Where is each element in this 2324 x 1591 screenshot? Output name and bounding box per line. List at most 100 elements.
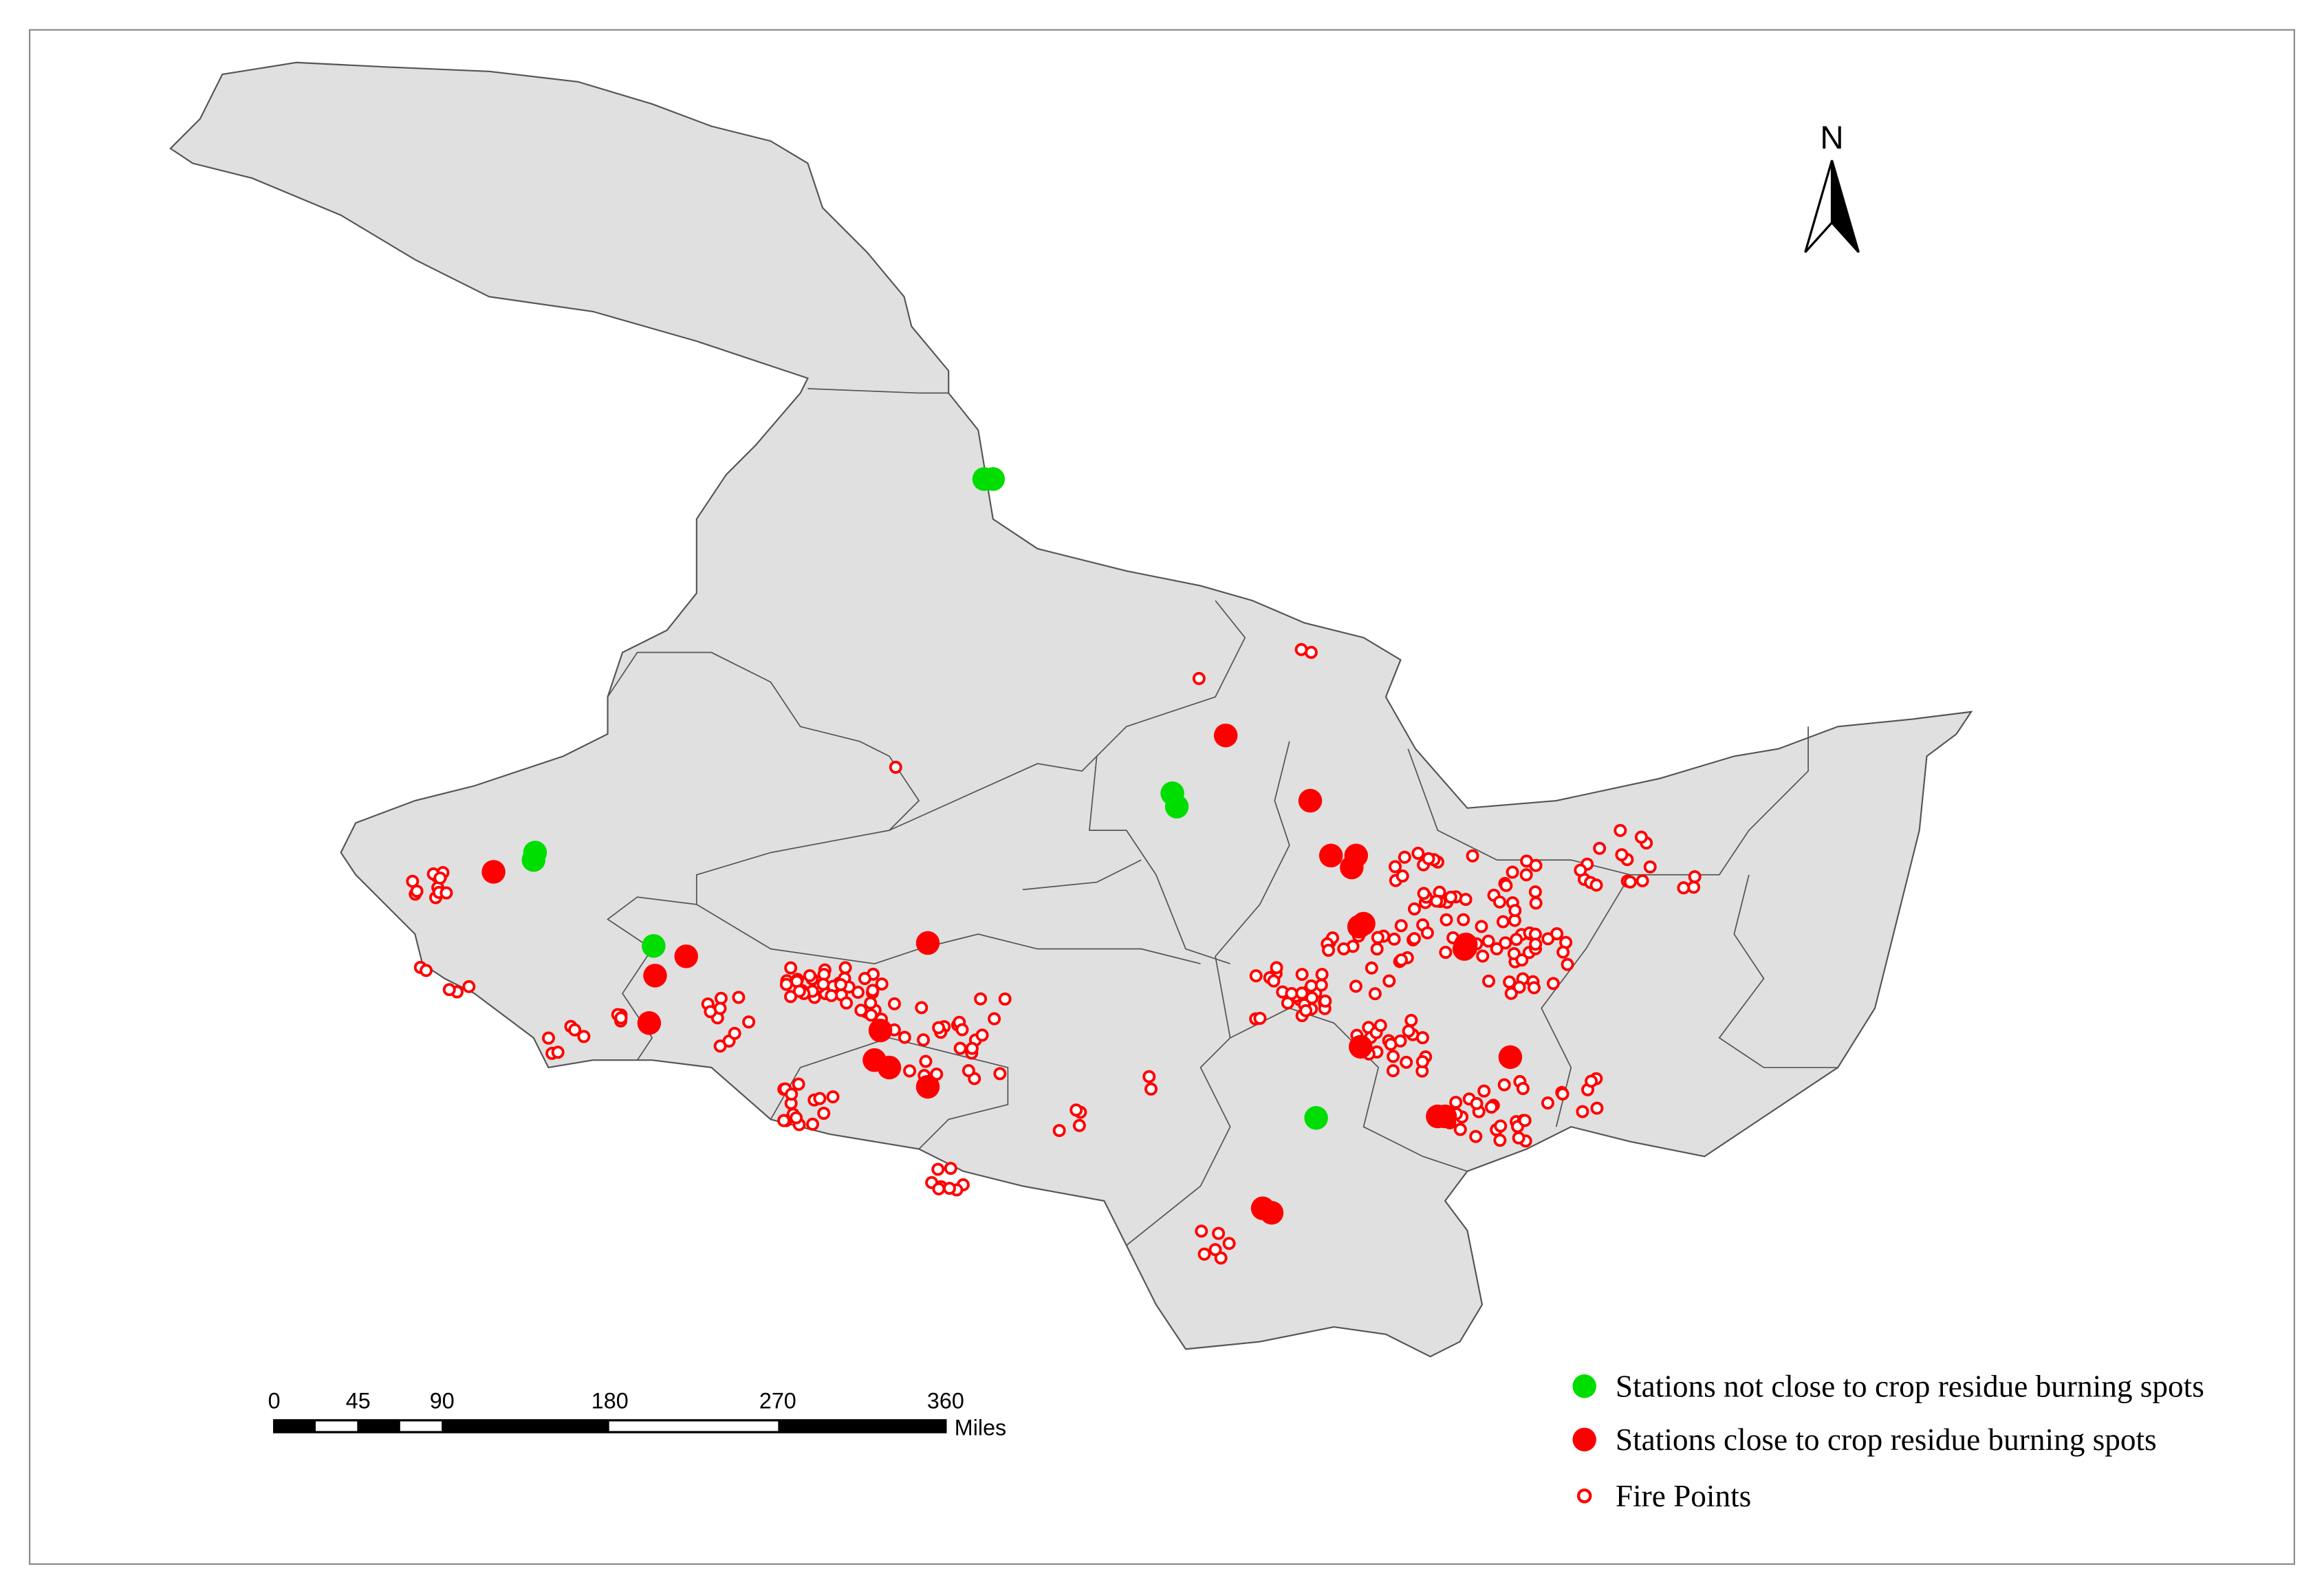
fire-point (1528, 885, 1542, 899)
fire-point (1368, 987, 1382, 1001)
fire-point (1499, 936, 1512, 950)
fire-point (851, 986, 865, 999)
fire-point (1590, 1101, 1604, 1115)
fire-point (1493, 1134, 1507, 1147)
scale-tick-label: 0 (268, 1389, 281, 1414)
station-close (1298, 788, 1323, 813)
fire-point (792, 1077, 805, 1091)
fire-point (1576, 1105, 1589, 1118)
fire-point (1556, 1087, 1570, 1101)
fire-point (1499, 878, 1513, 892)
fire-point (1430, 894, 1444, 908)
scale-segment (274, 1420, 316, 1433)
station-close (1452, 937, 1477, 961)
fire-point (1453, 1123, 1467, 1136)
station-close (1433, 1104, 1457, 1129)
fire-point (1197, 1247, 1211, 1261)
fire-point (1593, 841, 1607, 855)
fire-point (1444, 890, 1457, 904)
fire-point (1394, 919, 1408, 933)
scale-tick-label: 90 (430, 1389, 455, 1414)
fire-point (1295, 968, 1309, 982)
fire-point (1398, 850, 1411, 864)
fire-point (1318, 994, 1332, 1008)
fire-point (998, 992, 1012, 1006)
fire-point (1420, 926, 1434, 940)
fire-point (1370, 942, 1384, 956)
station-not-close (521, 848, 546, 872)
fire-point (1382, 974, 1396, 988)
fire-point (1459, 893, 1473, 907)
station-close (915, 1074, 940, 1099)
fire-point (1550, 927, 1564, 940)
scale-tick-label: 45 (346, 1389, 371, 1414)
north-arrow: N (1804, 120, 1860, 253)
station-close (868, 1018, 893, 1043)
north-label: N (1820, 120, 1843, 156)
station-close (637, 1011, 662, 1035)
fire-point (931, 1162, 945, 1176)
fire-point (1400, 1055, 1413, 1069)
legend: Stations not close to crop residue burni… (1572, 1369, 2204, 1513)
fire-point (1615, 848, 1629, 862)
fire-point (1415, 1055, 1429, 1068)
fire-point (785, 1087, 799, 1101)
fire-point (932, 1021, 946, 1035)
fire-point (1052, 1124, 1066, 1138)
fire-point (988, 1012, 1001, 1026)
fire-point (1512, 980, 1526, 994)
station-not-close (981, 467, 1006, 491)
fire-point (433, 872, 447, 885)
fire-point (1482, 974, 1495, 988)
fire-point (1476, 949, 1490, 963)
fire-point (1142, 1070, 1156, 1083)
fire-point (1407, 932, 1421, 946)
fire-point (943, 1182, 956, 1195)
fire-point (1585, 1074, 1598, 1088)
fire-point (614, 1011, 628, 1025)
fire-point (1466, 849, 1479, 863)
fire-point (1449, 1096, 1463, 1110)
fire-point (1270, 961, 1283, 975)
fire-point (825, 988, 838, 1002)
fire-point (1411, 847, 1425, 861)
fire-point (1481, 934, 1495, 948)
fire-point (568, 1023, 582, 1037)
fire-point (887, 997, 901, 1010)
fire-point (1484, 1101, 1498, 1114)
fire-point (1529, 938, 1543, 951)
fire-point (1389, 860, 1402, 874)
fire-point (962, 1064, 975, 1078)
fire-point (542, 1031, 555, 1045)
fire-point (817, 1107, 831, 1120)
fire-point (1322, 944, 1336, 957)
legend-symbol-green (1572, 1374, 1596, 1398)
fire-point (1561, 957, 1574, 971)
fire-point (806, 1117, 820, 1131)
fire-point (1496, 915, 1510, 929)
fire-point (1192, 671, 1206, 685)
fire-point (714, 991, 728, 1005)
fire-point (1417, 887, 1431, 900)
scale-tick-label: 270 (759, 1389, 796, 1414)
fire-point (1516, 1082, 1530, 1095)
scale-segment (778, 1420, 946, 1433)
fire-point (1623, 875, 1637, 889)
fire-point (1072, 1118, 1086, 1132)
north-arrow-right (1830, 160, 1860, 253)
fire-point (1677, 881, 1691, 895)
fire-point (1395, 953, 1408, 967)
station-not-close (1164, 794, 1189, 819)
station-close (1498, 1045, 1523, 1070)
fire-point (1387, 932, 1401, 946)
fire-point (1253, 1011, 1267, 1025)
fire-point (420, 964, 433, 977)
fire-point (1503, 975, 1517, 989)
station-close (1259, 1200, 1284, 1225)
fire-point (1636, 874, 1649, 887)
fire-point (826, 1090, 840, 1104)
fire-point (1574, 863, 1587, 877)
fire-point (1688, 870, 1702, 884)
legend-label: Fire Points (1616, 1479, 1751, 1513)
